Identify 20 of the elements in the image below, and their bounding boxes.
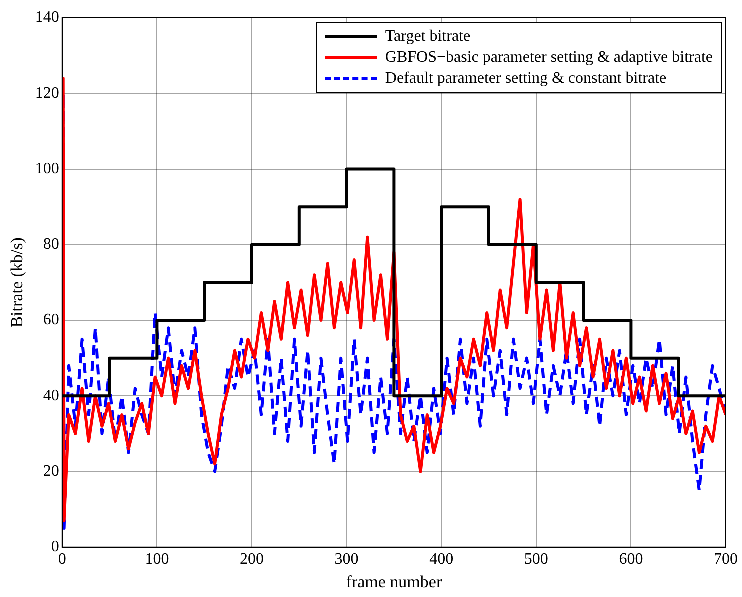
- y-axis-title: Bitrate (kb/s): [8, 238, 27, 328]
- legend-label: Target bitrate: [385, 28, 471, 46]
- x-tick-label: 200: [240, 551, 264, 568]
- y-tick-label: 100: [35, 160, 60, 178]
- y-tick-label: 40: [43, 387, 60, 404]
- x-tick-label: 500: [524, 551, 548, 568]
- legend-label: Default parameter setting & constant bitrate: [385, 70, 667, 88]
- legend-label: GBFOS−basic parameter setting & adaptive bitrate: [385, 48, 713, 66]
- y-tick-label: 60: [43, 312, 60, 329]
- x-axis-title: frame number: [346, 572, 442, 592]
- y-tick-label: 0: [51, 538, 60, 556]
- x-tick-label: 700: [714, 551, 738, 568]
- y-tick-label: 140: [35, 9, 60, 26]
- x-tick-label: 300: [334, 551, 359, 568]
- y-tick-label: 20: [43, 462, 60, 480]
- y-tick-label: 80: [43, 236, 60, 254]
- x-tick-label: 100: [145, 551, 170, 568]
- x-tick-label: 600: [619, 551, 644, 568]
- x-tick-label: 400: [430, 551, 454, 568]
- y-tick-label: 120: [35, 84, 60, 102]
